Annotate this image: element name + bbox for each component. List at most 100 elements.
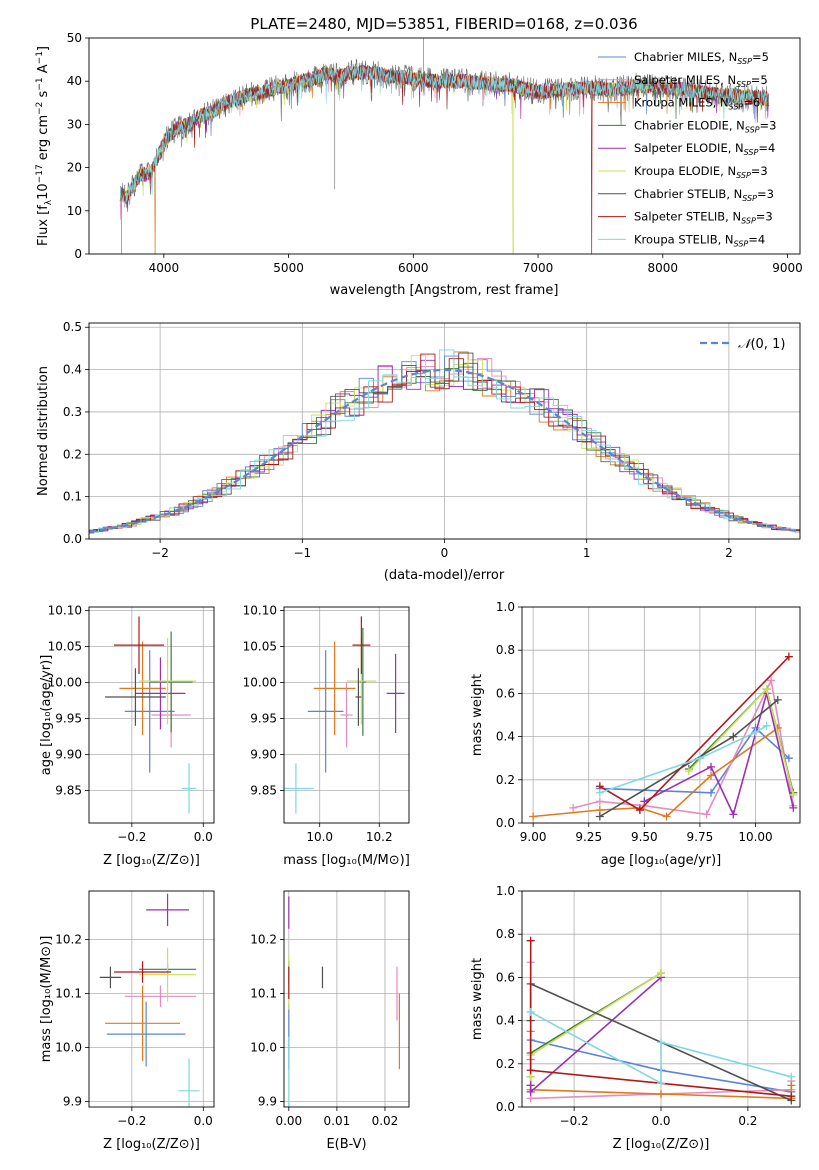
- y-axis-label-part: −1: [35, 51, 45, 64]
- legend-count: =3: [751, 164, 768, 178]
- x-tick-label: −1: [293, 546, 311, 560]
- x-tick-label: 9000: [772, 261, 803, 275]
- legend-entry: Kroupa STELIB, NSSP=4: [634, 232, 765, 248]
- weight-marker: [729, 810, 738, 819]
- y-tick-label: 0.4: [496, 730, 515, 744]
- x-tick-label: 9.75: [687, 830, 714, 844]
- weight-marker: [729, 732, 738, 741]
- y-tick-label: 9.95: [55, 712, 82, 726]
- y-tick-label: 20: [67, 161, 82, 175]
- legend-sub: SSP: [736, 171, 751, 180]
- y-tick-label: 10: [67, 204, 82, 218]
- x-tick-label: 6000: [398, 261, 429, 275]
- age-vs-Z-panel: −0.2 0.0 9.85 9.90 9.95 10.00 10.05 10.10 Z [log…: [39, 604, 215, 868]
- x-tick-label: 1: [583, 546, 591, 560]
- y-tick-label: 10.1: [250, 987, 277, 1001]
- y-tick-label: 10.00: [48, 676, 82, 690]
- x-axis-label: Z [log₁₀(Z/Z⊙)]: [103, 1137, 200, 1152]
- y-axis-label-part: λ: [44, 199, 54, 205]
- weight-marker: [695, 754, 704, 763]
- weight-marker: [657, 1090, 665, 1099]
- legend-count: =3: [756, 210, 773, 224]
- axes-frame: [521, 606, 801, 824]
- weight-marker: [529, 812, 538, 821]
- x-tick-label: 0.0: [194, 830, 213, 844]
- x-tick-label: 5000: [273, 261, 304, 275]
- x-tick-label: 9.00: [520, 830, 547, 844]
- x-tick-label: −2: [151, 546, 169, 560]
- weight-marker: [595, 812, 604, 821]
- legend-entry: Chabrier ELODIE, NSSP=3: [634, 118, 776, 134]
- legend-sub: SSP: [744, 148, 759, 157]
- legend-name: Salpeter ELODIE, N: [634, 141, 744, 155]
- legend-name: Kroupa STELIB, N: [634, 232, 734, 246]
- y-tick-label: 10.2: [250, 933, 277, 947]
- legend-sub: SSP: [741, 217, 756, 226]
- y-tick-label: 10.1: [55, 987, 82, 1001]
- legend-entry: Salpeter ELODIE, NSSP=4: [634, 141, 775, 157]
- x-tick-label: 9.25: [575, 830, 602, 844]
- y-tick-label: 0.4: [496, 1014, 515, 1028]
- y-tick-label: 9.85: [250, 784, 277, 798]
- y-tick-label: 10.10: [48, 604, 82, 618]
- legend-entry: Chabrier MILES, NSSP=5: [634, 50, 769, 66]
- y-axis-label: mass weight: [470, 674, 485, 756]
- weight-line: [530, 1011, 792, 1085]
- y-tick-label: 0.6: [496, 970, 515, 984]
- y-axis-label-part: −1: [35, 77, 45, 90]
- y-tick-label: 10.05: [243, 640, 277, 654]
- y-tick-label: 50: [67, 31, 82, 45]
- y-tick-label: 0.0: [496, 1100, 515, 1114]
- weight-marker: [787, 1092, 796, 1101]
- y-tick-label: 0.0: [63, 532, 82, 546]
- x-tick-label: −0.2: [560, 1114, 589, 1128]
- legend-count: =3: [757, 187, 774, 201]
- weight-marker: [787, 1072, 796, 1081]
- x-axis-label: mass [log₁₀(M/M⊙)]: [283, 853, 410, 868]
- residual-histogram: [89, 349, 800, 534]
- legend-entry: Kroupa MILES, NSSP=6: [634, 96, 760, 112]
- error-bars: [288, 896, 400, 1107]
- weight-marker: [773, 695, 782, 704]
- legend-entry: Salpeter STELIB, NSSP=3: [634, 210, 773, 226]
- x-tick-label: 7000: [523, 261, 554, 275]
- y-axis-label-part: Flux [f: [36, 205, 51, 246]
- y-axis-label: Normed distribution: [36, 366, 51, 496]
- weight-marker: [707, 762, 716, 771]
- y-tick-label: 10.0: [55, 1041, 82, 1055]
- y-tick-label: 9.90: [55, 748, 82, 762]
- axes-frame: [88, 890, 215, 1108]
- weight-marker: [657, 969, 665, 978]
- legend-entry: Salpeter MILES, NSSP=5: [634, 73, 768, 89]
- legend-name: Chabrier MILES, N: [634, 50, 737, 64]
- y-tick-label: 0.0: [496, 816, 515, 830]
- y-tick-label: 9.90: [250, 748, 277, 762]
- x-axis-label: wavelength [Angstrom, rest frame]: [330, 283, 559, 298]
- mass-weight-vs-age-panel: 9.00 9.25 9.50 9.75 10.00 0.0 0.2 0.4 0.6 0.8 1.0 a…: [470, 600, 801, 868]
- x-tick-label: 0.0: [651, 1114, 670, 1128]
- legend-sub: SSP: [734, 239, 749, 248]
- x-tick-label: 0.02: [372, 1114, 399, 1128]
- y-tick-label: 0.2: [496, 1057, 515, 1071]
- y-tick-label: 9.9: [63, 1095, 82, 1109]
- y-axis-label-part: s: [36, 90, 51, 97]
- y-axis-label-part: ]: [36, 46, 51, 51]
- weight-marker: [707, 771, 716, 780]
- y-axis-label: mass [log₁₀(M/M⊙)]: [39, 936, 54, 1063]
- y-axis-label-part: −17: [35, 164, 45, 183]
- y-tick-label: 0.3: [63, 405, 82, 419]
- x-tick-label: 8000: [648, 261, 679, 275]
- weight-marker: [526, 1087, 535, 1096]
- legend-args: (0, 1): [750, 337, 785, 352]
- y-axis-label-part: −2: [35, 102, 45, 115]
- x-tick-label: 0.2: [738, 1114, 757, 1128]
- y-tick-label: 0.2: [63, 447, 82, 461]
- y-tick-label: 9.95: [250, 712, 277, 726]
- mass-vs-EBV-panel: 0.00 0.01 0.02 9.9 10.0 10.1 10.2 E(B-V): [250, 890, 410, 1152]
- y-tick-label: 1.0: [496, 600, 515, 614]
- weight-marker: [595, 788, 604, 797]
- weight-marker: [762, 721, 771, 730]
- legend-name: Chabrier STELIB, N: [634, 187, 742, 201]
- y-axis-label-part: 10: [36, 183, 51, 200]
